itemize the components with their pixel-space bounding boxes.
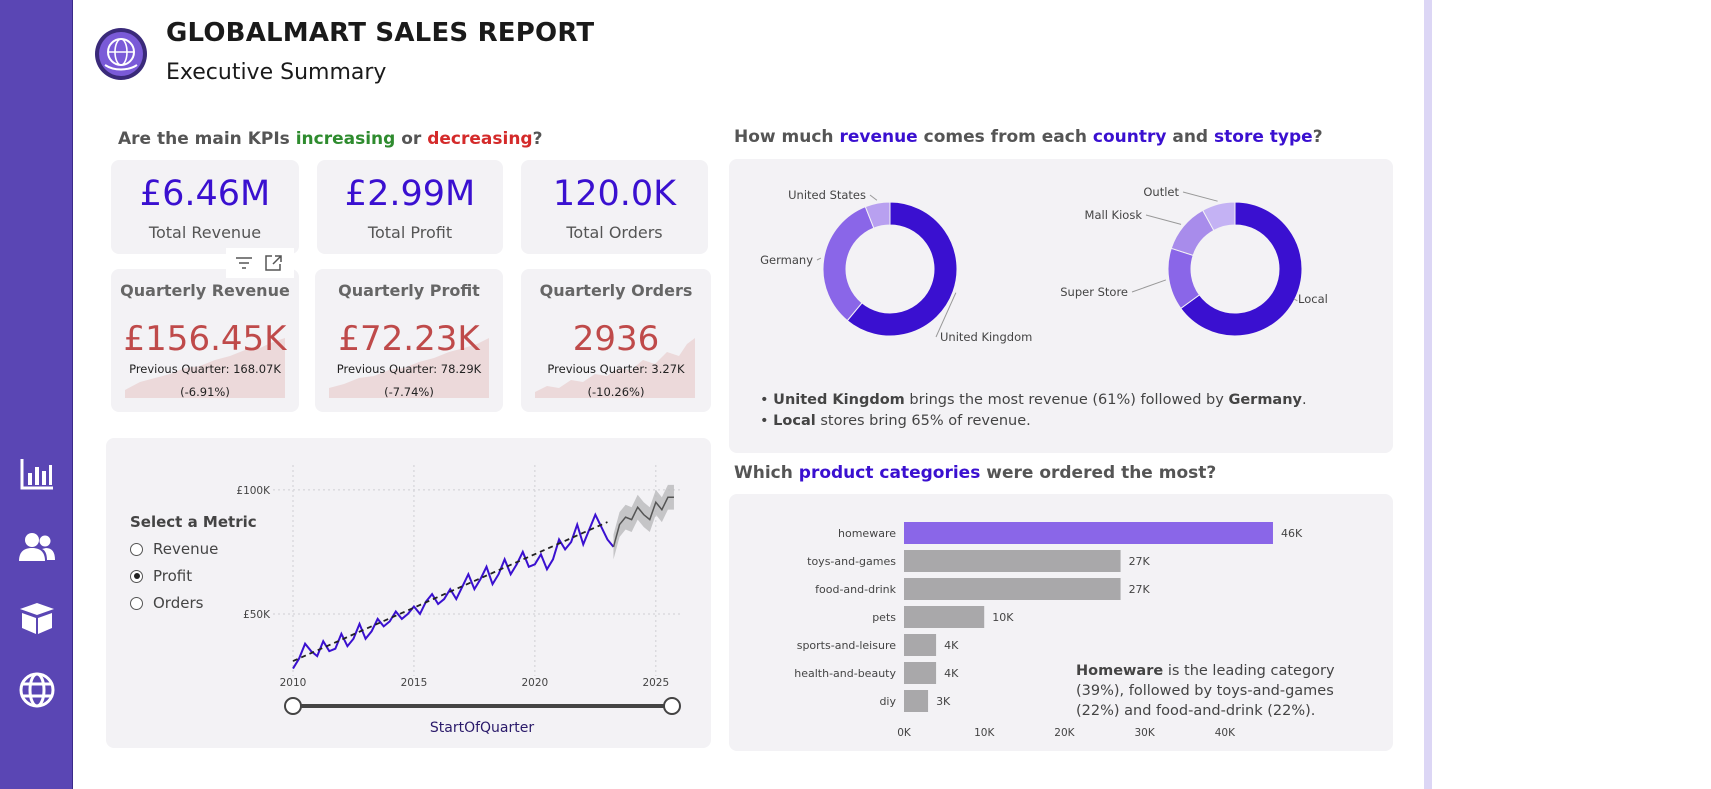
quarterly-change: (-7.74%): [384, 385, 434, 399]
question-text: ?: [532, 129, 543, 149]
chart-icon[interactable]: [17, 455, 57, 495]
quarterly-value: £156.45K: [123, 319, 287, 359]
radio-label: Profit: [153, 567, 193, 585]
insight-text: stores bring 65% of revenue.: [815, 413, 1031, 429]
globe-icon[interactable]: [17, 670, 57, 710]
radio-button[interactable]: [130, 542, 143, 556]
page-title: GLOBALMART SALES REPORT: [166, 18, 595, 48]
focus-mode-icon[interactable]: [262, 252, 286, 274]
quarterly-change: (-6.91%): [180, 385, 230, 399]
insight-bullet: • United Kingdom brings the most revenue…: [760, 392, 1307, 408]
quarterly-card-profit[interactable]: Quarterly Profit £72.23K Previous Quarte…: [315, 269, 503, 412]
radio-label: Orders: [153, 594, 204, 612]
quarterly-value: 2936: [572, 319, 660, 359]
side-navigation: [0, 0, 73, 789]
radio-button[interactable]: [130, 596, 143, 610]
question-highlight: country: [1092, 127, 1167, 147]
kpi-section-question: Are the main KPIs increasing or decreasi…: [118, 129, 542, 149]
quarterly-sparkline: [125, 338, 285, 398]
question-text: or: [395, 129, 428, 149]
kpi-label: Total Revenue: [148, 223, 262, 242]
previous-quarter-text: Previous Quarter: 168.07K: [129, 362, 281, 376]
box-icon[interactable]: [17, 598, 57, 638]
quarterly-change: (-10.26%): [587, 385, 645, 399]
quarterly-card-revenue[interactable]: Quarterly Revenue £156.45K Previous Quar…: [111, 269, 299, 412]
question-text: How much: [734, 127, 840, 147]
radio-label: Revenue: [153, 540, 219, 558]
question-highlight-increasing: increasing: [295, 129, 396, 149]
quarterly-sparkline: [535, 338, 695, 398]
question-text: comes from each: [917, 127, 1093, 147]
quarterly-card-orders[interactable]: Quarterly Orders 2936 Previous Quarter: …: [521, 269, 711, 412]
question-text: were ordered the most?: [980, 463, 1217, 483]
kpi-card-orders[interactable]: 120.0K Total Orders: [521, 160, 708, 254]
insight-bold: Local: [773, 413, 816, 429]
radio-profit[interactable]: Profit: [130, 567, 192, 585]
insight-bold: Germany: [1228, 392, 1302, 408]
users-icon[interactable]: [17, 527, 57, 567]
category-insight: Homeware is the leading category (39%), …: [1076, 661, 1376, 721]
previous-quarter-text: Previous Quarter: 3.27K: [547, 362, 685, 376]
question-text: Are the main KPIs: [118, 129, 296, 149]
insight-text: brings the most revenue (61%) followed b…: [904, 392, 1229, 408]
insight-text: is the leading category (39%), followed …: [1076, 663, 1335, 719]
trend-chart-card: [106, 438, 711, 748]
kpi-value: £6.46M: [139, 174, 271, 214]
question-highlight-decreasing: decreasing: [427, 129, 533, 149]
visual-header-toolbar: [226, 248, 294, 278]
quarterly-title: Quarterly Profit: [338, 281, 480, 300]
filter-icon[interactable]: [232, 252, 256, 274]
question-highlight: store type: [1214, 127, 1313, 147]
insight-bold: Homeware: [1076, 663, 1164, 679]
quarterly-title: Quarterly Orders: [539, 281, 693, 300]
question-highlight: revenue: [839, 127, 918, 147]
kpi-value: 120.0K: [552, 174, 677, 214]
quarterly-value: £72.23K: [338, 319, 480, 359]
category-section-question: Which product categories were ordered th…: [734, 463, 1216, 483]
kpi-value: £2.99M: [344, 174, 476, 214]
question-text: and: [1166, 127, 1215, 147]
kpi-card-revenue[interactable]: £6.46M Total Revenue: [111, 160, 299, 254]
radio-button-selected[interactable]: [130, 569, 143, 583]
radio-orders[interactable]: Orders: [130, 594, 203, 612]
insight-bullet: • Local stores bring 65% of revenue.: [760, 413, 1031, 429]
kpi-label: Total Orders: [566, 223, 663, 242]
metric-selector-title: Select a Metric: [130, 513, 257, 531]
question-text: ?: [1312, 127, 1323, 147]
revenue-section-question: How much revenue comes from each country…: [734, 127, 1323, 147]
insight-bold: United Kingdom: [773, 392, 905, 408]
kpi-label: Total Profit: [367, 223, 453, 242]
quarterly-sparkline: [329, 338, 489, 398]
quarterly-title: Quarterly Revenue: [120, 281, 290, 300]
question-highlight: product categories: [798, 463, 981, 483]
kpi-card-profit[interactable]: £2.99M Total Profit: [317, 160, 503, 254]
previous-quarter-text: Previous Quarter: 78.29K: [336, 362, 482, 376]
revenue-insights: • United Kingdom brings the most revenue…: [760, 390, 1307, 432]
insight-text: .: [1302, 392, 1307, 408]
question-text: Which: [734, 463, 799, 483]
page-edge-band: [1424, 0, 1432, 789]
globalmart-logo-icon: [95, 28, 147, 80]
page-subtitle: Executive Summary: [166, 60, 387, 85]
radio-revenue[interactable]: Revenue: [130, 540, 218, 558]
